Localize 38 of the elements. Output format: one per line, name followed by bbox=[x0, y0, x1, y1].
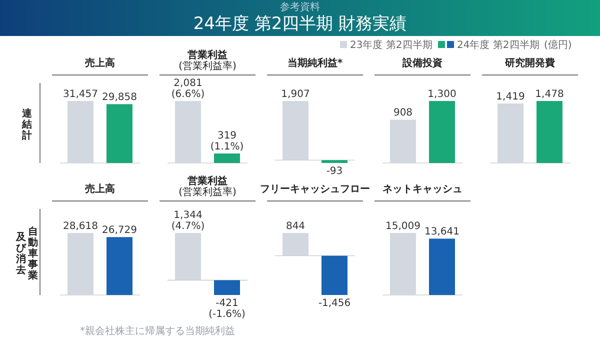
chart-title: 売上高 bbox=[85, 183, 115, 195]
data-label: 1,419 bbox=[496, 91, 525, 102]
text: 24年度 第2四半期 bbox=[457, 39, 540, 51]
legend-label: 23年度 第2四半期 bbox=[350, 39, 432, 51]
chart-subtitle: (営業利益率) bbox=[178, 60, 236, 72]
text: 24年度 第2四半期 財務実績 bbox=[193, 14, 407, 34]
text: 連結計 bbox=[21, 108, 33, 142]
chart-title: フリーキャッシュフロー bbox=[260, 184, 370, 195]
data-label: 13,641 bbox=[424, 226, 460, 238]
data-label: 15,009 bbox=[386, 221, 420, 232]
data-label: 1,478 bbox=[535, 89, 564, 100]
chart-title: 営業利益 bbox=[188, 49, 228, 61]
data-label: 319 (1.1%) bbox=[210, 130, 244, 152]
text: 及び消去 bbox=[15, 231, 27, 276]
chart-title: 当期純利益* bbox=[287, 57, 344, 69]
chart-subtitle: (営業利益率) bbox=[178, 186, 236, 198]
data-label: 1,300 bbox=[428, 89, 456, 100]
data-label: 1,907 bbox=[281, 89, 310, 100]
data-label: 1,344 (4.7%) bbox=[171, 210, 205, 232]
chart-title: 研究開発費 bbox=[504, 57, 555, 69]
text: *親会社株主に帰属する当期純利益 bbox=[80, 325, 235, 337]
data-label: 908 bbox=[393, 108, 413, 119]
text: 自動車事業 bbox=[27, 226, 38, 282]
data-label: -421 (-1.6%) bbox=[208, 298, 246, 320]
data-label: 28,618 bbox=[63, 221, 98, 232]
chart-title: ネットキャッシュ bbox=[382, 184, 462, 195]
data-label: 844 bbox=[286, 221, 306, 232]
legend-title: (億円) bbox=[544, 39, 572, 51]
data-label: 29,858 bbox=[102, 92, 137, 104]
data-label: 31,457 bbox=[63, 89, 98, 100]
chart-title: 営業利益 bbox=[188, 175, 228, 187]
chart-title: 設備投資 bbox=[402, 57, 442, 69]
data-label: 26,729 bbox=[102, 225, 137, 236]
chart-title: 売上高 bbox=[85, 57, 115, 69]
data-label: -93 bbox=[326, 166, 343, 177]
text: 参考資料 bbox=[280, 1, 320, 13]
data-label: 2,081 (6.6%) bbox=[171, 78, 205, 100]
data-label: -1,456 bbox=[318, 298, 351, 309]
